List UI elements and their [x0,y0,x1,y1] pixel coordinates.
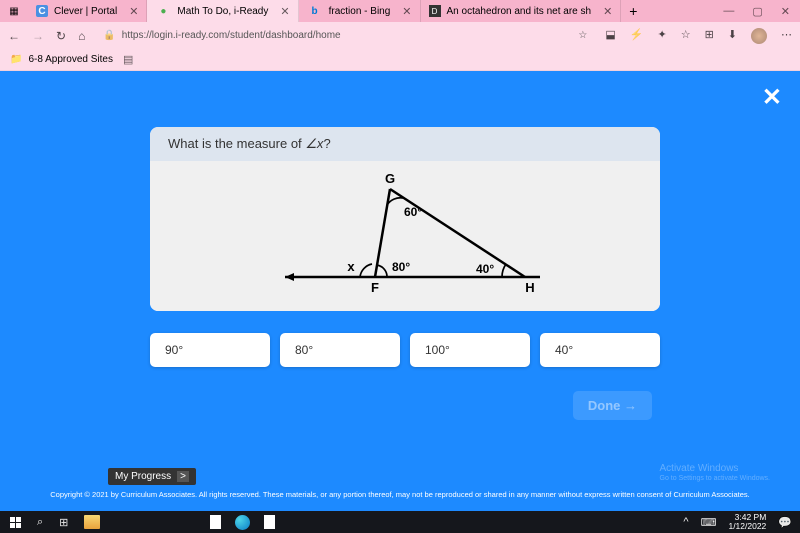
lock-icon: 🔒 [103,30,115,41]
clever-icon: C [36,5,48,17]
file-explorer-icon[interactable] [84,515,100,529]
copyright-text: Copyright © 2021 by Curriculum Associate… [0,490,800,499]
page-content: ✕ What is the measure of ∠x? G F H [0,71,800,511]
close-icon[interactable]: ✕ [280,5,289,18]
tab-bing[interactable]: b fraction - Bing ✕ [299,0,421,22]
question-text: What is the measure of ∠x? [150,127,660,161]
diagram-area: G F H x 60° 80° 40° [150,161,660,311]
tab-label: Math To Do, i-Ready [177,6,268,17]
tab-label: Clever | Portal [54,6,117,17]
svg-text:H: H [525,280,534,295]
svg-text:40°: 40° [476,262,494,276]
answer-option[interactable]: 90° [150,333,270,367]
windows-taskbar: ⌕ ⊞ ^ ⌨ 3:42 PM 1/12/2022 💬 [0,511,800,533]
edge-icon[interactable] [235,515,250,530]
svg-text:G: G [385,171,395,186]
collections-icon[interactable]: ⊞ [705,28,714,44]
url-text: https://login.i-ready.com/student/dashbo… [122,30,341,41]
profile-avatar[interactable] [751,28,767,44]
menu-icon[interactable]: ⋯ [781,28,792,44]
bing-icon: b [307,3,323,19]
maximize-button[interactable]: ▢ [752,5,762,18]
search-icon[interactable]: ⌕ [37,516,43,529]
bookmark-link[interactable]: 6-8 Approved Sites [28,54,113,65]
answer-option[interactable]: 40° [540,333,660,367]
home-button[interactable]: ⌂ [78,29,85,43]
toolbar-icon[interactable]: ⚡ [630,28,644,44]
close-window-button[interactable]: ✕ [781,5,790,18]
minimize-button[interactable]: — [723,5,734,18]
close-icon[interactable]: ✕ [129,5,138,18]
refresh-button[interactable]: ↻ [56,29,66,43]
back-button[interactable]: ← [8,29,20,43]
tab-clever[interactable]: C Clever | Portal ✕ [28,0,147,22]
folder-icon: 📁 [10,54,22,65]
tab-octahedron[interactable]: D An octahedron and its net are sh ✕ [421,0,622,22]
reading-list-icon[interactable]: ▤ [123,53,133,66]
favorites-icon[interactable]: ☆ [681,28,691,44]
taskbar-app-icon[interactable] [210,515,221,529]
extension-icon[interactable]: ✦ [657,28,666,44]
browser-titlebar: ▦ C Clever | Portal ✕ ● Math To Do, i-Re… [0,0,800,22]
favorite-icon[interactable]: ☆ [578,30,587,41]
download-icon[interactable]: ⬇ [728,28,737,44]
tabs-menu-icon[interactable]: ▦ [6,3,22,19]
done-button[interactable]: Done → [573,391,652,420]
toolbar-icon[interactable]: ⬓ [605,28,615,44]
clock[interactable]: 3:42 PM 1/12/2022 [728,513,766,532]
tab-label: An octahedron and its net are sh [447,6,592,17]
answer-option[interactable]: 80° [280,333,400,367]
taskbar-app-icon[interactable] [264,515,275,529]
task-view-icon[interactable]: ⊞ [59,516,68,529]
answer-row: 90° 80° 100° 40° [150,333,660,367]
close-icon[interactable]: ✕ [402,5,411,18]
tray-chevron-icon[interactable]: ^ [683,516,688,528]
forward-button[interactable]: → [32,29,44,43]
doc-icon: D [429,5,441,17]
bookmarks-bar: 📁 6-8 Approved Sites ▤ [0,49,800,71]
svg-text:80°: 80° [392,260,410,274]
my-progress-button[interactable]: My Progress> [108,468,196,485]
address-bar[interactable]: 🔒 https://login.i-ready.com/student/dash… [97,30,593,41]
iready-icon: ● [155,3,171,19]
activate-windows-watermark: Activate Windows Go to Settings to activ… [660,463,771,483]
svg-text:60°: 60° [404,205,422,219]
answer-option[interactable]: 100° [410,333,530,367]
tab-label: fraction - Bing [329,6,391,17]
new-tab-button[interactable]: + [621,3,645,19]
svg-text:x: x [347,259,355,274]
close-quiz-button[interactable]: ✕ [762,83,782,112]
tab-iready[interactable]: ● Math To Do, i-Ready ✕ [147,0,298,22]
browser-toolbar: ← → ↻ ⌂ 🔒 https://login.i-ready.com/stud… [0,22,800,49]
triangle-diagram: G F H x 60° 80° 40° [280,169,550,299]
notifications-icon[interactable]: 💬 [778,516,792,529]
quiz-card: What is the measure of ∠x? G F H x [150,127,660,311]
svg-text:F: F [371,280,379,295]
close-icon[interactable]: ✕ [603,5,612,18]
start-button[interactable] [10,517,21,528]
keyboard-icon[interactable]: ⌨ [701,516,717,529]
